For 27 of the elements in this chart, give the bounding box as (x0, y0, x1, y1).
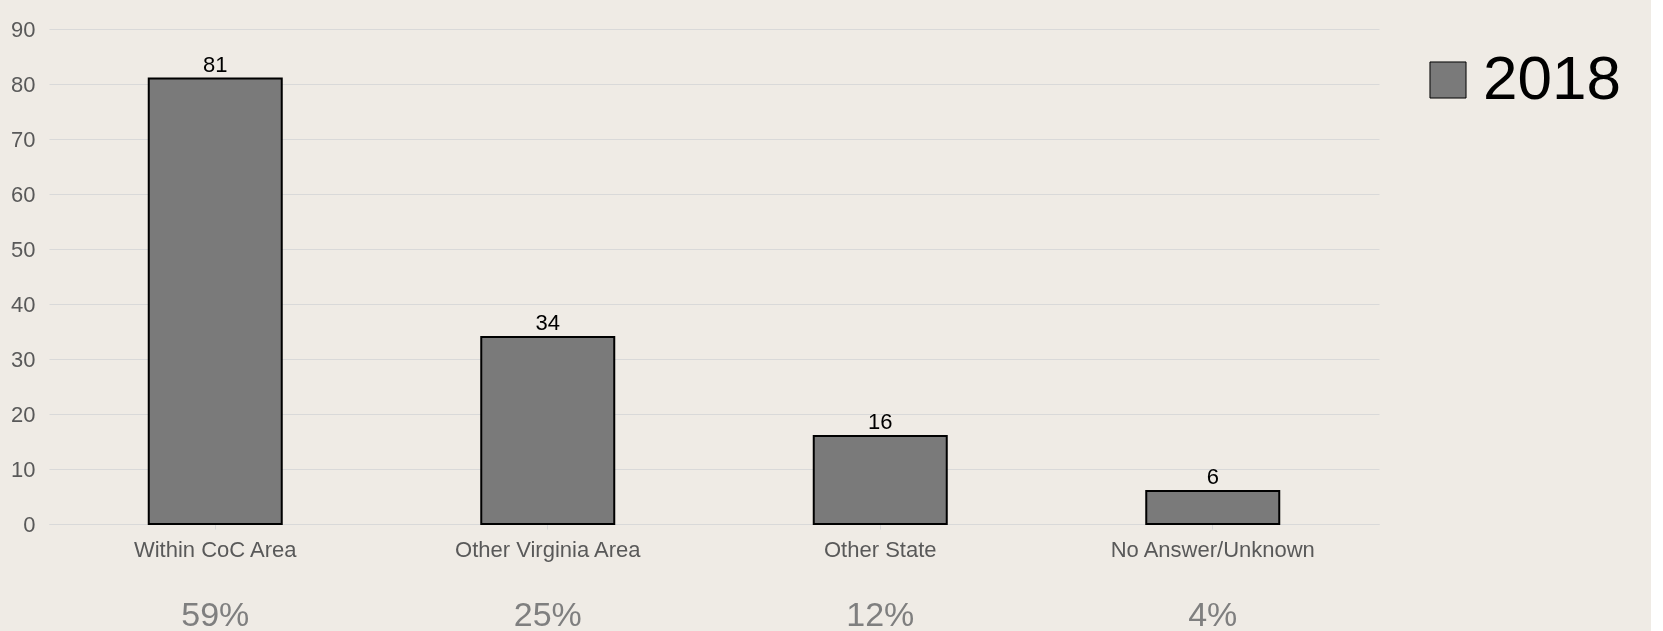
y-tick-label: 50 (11, 236, 36, 262)
y-tick-label: 80 (11, 71, 36, 97)
y-tick-label: 90 (11, 16, 36, 42)
x-tick-label: Within CoC Area (133, 536, 298, 562)
data-label: 16 (868, 409, 893, 434)
y-tick-label: 60 (11, 181, 36, 207)
y-tick-label: 10 (11, 456, 36, 482)
y-tick-label: 30 (11, 346, 36, 372)
y-tick-label: 20 (11, 401, 36, 427)
bar (1145, 490, 1281, 525)
text: 12% (846, 595, 915, 631)
bar (812, 435, 948, 525)
data-label: 34 (535, 310, 560, 335)
y-tick-label: 0 (23, 511, 36, 537)
bar (147, 77, 283, 525)
text: 4% (1188, 595, 1238, 631)
data-label: 81 (203, 51, 228, 77)
data-label: 6 (1206, 464, 1219, 489)
y-tick-label: 40 (11, 291, 36, 317)
text: 59% (181, 595, 250, 631)
text: 25% (513, 595, 582, 631)
x-tick-label: Other State (823, 536, 937, 562)
x-tick-label: No Answer/Unknown (1110, 536, 1315, 562)
bar (480, 336, 616, 525)
x-tick-label: Other Virginia Area (455, 536, 642, 562)
y-tick-label: 70 (11, 126, 36, 152)
legend-label: 2018 (1483, 43, 1621, 112)
